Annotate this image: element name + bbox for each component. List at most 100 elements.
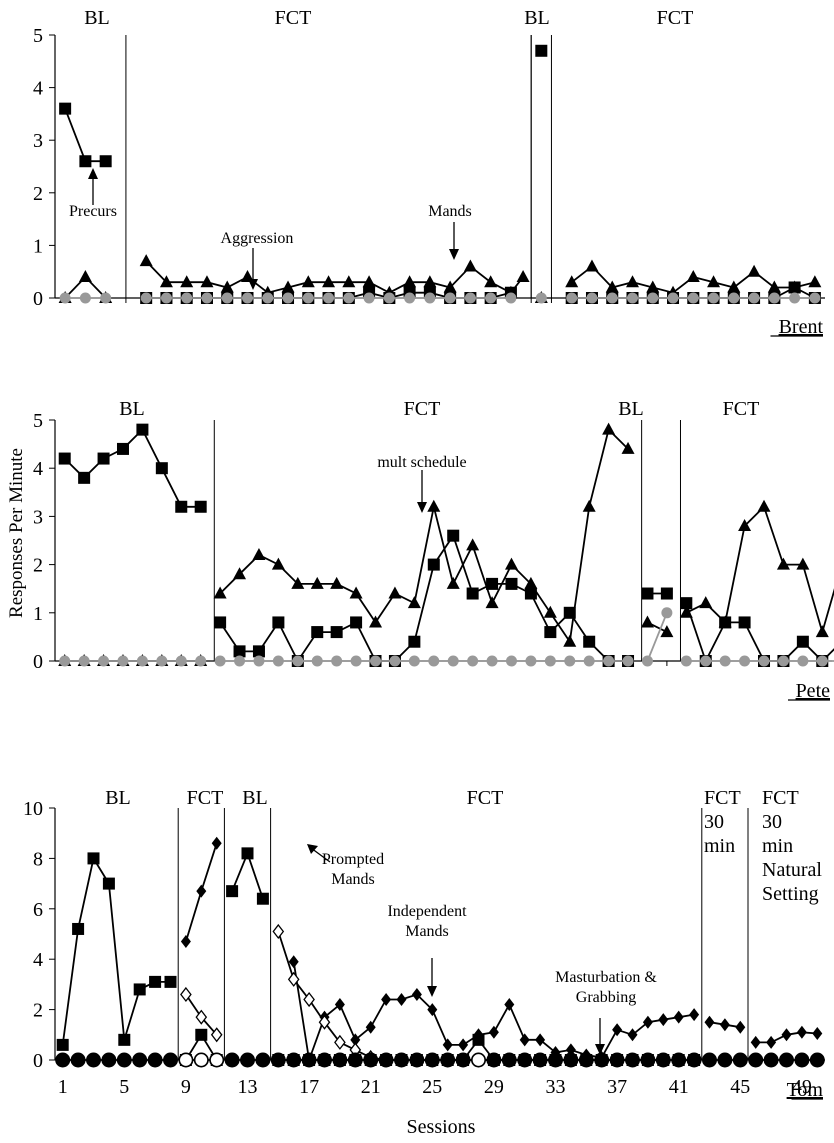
data-point-circle <box>323 292 335 304</box>
series-line <box>646 612 668 662</box>
phase-label-line: 30 <box>704 811 724 833</box>
data-point-circle <box>667 292 679 304</box>
data-point-circle <box>201 292 213 304</box>
y-tick-label: 4 <box>33 458 43 480</box>
annotation-label: Prompted Mands <box>322 851 384 888</box>
data-point-square <box>535 44 548 57</box>
data-point-diamond <box>288 955 299 969</box>
data-point-triangle <box>484 275 498 288</box>
data-point-circle <box>816 655 828 667</box>
data-point-diamond <box>750 1035 761 1049</box>
data-point-square <box>486 577 499 590</box>
data-point-circle <box>262 292 274 304</box>
data-point-circle <box>671 1052 687 1068</box>
phase-label: BL <box>84 7 110 29</box>
data-point-circle <box>253 655 265 667</box>
phase-label: FCT <box>187 787 224 809</box>
data-point-circle <box>224 1052 240 1068</box>
x-tick-label: 21 <box>361 1076 381 1098</box>
series-line <box>64 428 201 508</box>
data-point-circle <box>394 1052 409 1068</box>
data-point-circle <box>789 292 801 304</box>
data-point-diamond <box>488 1025 499 1039</box>
data-point-circle <box>517 1052 533 1068</box>
data-point-circle <box>505 655 517 667</box>
data-point-circle <box>378 1052 394 1068</box>
y-tick-label: 5 <box>33 410 43 432</box>
data-point-triangle <box>466 538 480 551</box>
data-point-diamond-open <box>210 1027 223 1043</box>
data-point-circle <box>163 1052 178 1068</box>
data-point-triangle <box>543 605 557 618</box>
data-point-square <box>58 452 71 465</box>
data-point-diamond <box>766 1035 777 1049</box>
data-point-square <box>175 500 188 513</box>
data-point-triangle <box>504 557 518 570</box>
data-point-square <box>195 1028 208 1041</box>
data-point-square <box>99 155 112 168</box>
data-point-triangle <box>516 269 530 282</box>
data-point-circle <box>680 655 692 667</box>
data-point-circle <box>59 292 71 304</box>
series-square <box>58 423 834 667</box>
y-tick-label: 4 <box>33 78 43 100</box>
data-point-circle <box>525 655 537 667</box>
annotation-arrowhead <box>307 844 318 854</box>
data-point-circle <box>622 655 634 667</box>
x-tick-label: 29 <box>484 1076 504 1098</box>
data-point-circle <box>147 1052 163 1068</box>
y-tick-label: 4 <box>33 949 43 971</box>
series-circle <box>59 607 834 667</box>
data-point-circle <box>578 1052 594 1068</box>
data-point-triangle <box>446 576 460 589</box>
participant-name: Tom <box>787 1079 824 1101</box>
data-point-circle <box>136 655 148 667</box>
data-point-circle <box>627 292 638 304</box>
data-point-square <box>78 471 91 484</box>
annotation-arrowhead <box>595 1044 605 1055</box>
data-point-diamond <box>627 1028 638 1042</box>
data-point-circle <box>719 655 731 667</box>
data-point-square <box>350 616 363 629</box>
data-point-diamond <box>334 998 345 1012</box>
data-point-circle-open <box>194 1052 209 1068</box>
data-point-square <box>660 587 673 600</box>
data-point-diamond-open <box>272 923 285 940</box>
data-point-triangle <box>640 615 654 628</box>
data-point-circle <box>132 1052 148 1068</box>
data-point-square <box>796 635 809 648</box>
x-tick-label: 5 <box>119 1076 129 1098</box>
data-point-square <box>583 635 596 648</box>
annotation-line: Mands <box>405 923 449 940</box>
phase-label: BL <box>242 787 268 809</box>
data-point-circle <box>292 655 304 667</box>
panel-brent: 0 1 2 3 4 5 BL FCT BL FCT Precurs Aggression Mands Br… <box>33 7 825 338</box>
series-triangle <box>58 254 822 303</box>
data-point-circle <box>708 292 720 304</box>
panel-tom: 0 2 4 6 8 10 1 5 9 13 17 21 25 29 33 37 41 45 49 BL FCT BL FCT… <box>23 787 825 1101</box>
data-point-diamond <box>504 998 515 1012</box>
data-point-circle <box>408 655 420 667</box>
data-point-circle <box>583 655 595 667</box>
phase-label: FCT <box>404 398 441 420</box>
data-point-triangle <box>788 280 802 293</box>
annotation-line: Grabbing <box>576 989 636 1006</box>
data-point-triangle <box>485 596 499 609</box>
annotation-line: Precurs <box>69 203 117 220</box>
series-line <box>145 260 524 294</box>
data-point-circle <box>428 655 440 667</box>
data-point-circle <box>175 655 187 667</box>
y-tick-label: 2 <box>33 555 43 577</box>
data-point-triangle <box>330 576 344 589</box>
data-point-triangle <box>605 280 619 293</box>
data-point-circle <box>282 292 294 304</box>
phase-label-line: 30 <box>762 811 782 833</box>
data-point-triangle <box>686 269 700 282</box>
data-point-diamond <box>658 1013 669 1027</box>
y-tick-label: 0 <box>33 1050 43 1072</box>
x-tick-label: 37 <box>607 1076 627 1098</box>
data-point-circle-open <box>471 1052 486 1068</box>
data-point-circle <box>486 655 498 667</box>
y-tick-label: 1 <box>33 235 43 257</box>
data-point-triangle <box>757 499 771 512</box>
